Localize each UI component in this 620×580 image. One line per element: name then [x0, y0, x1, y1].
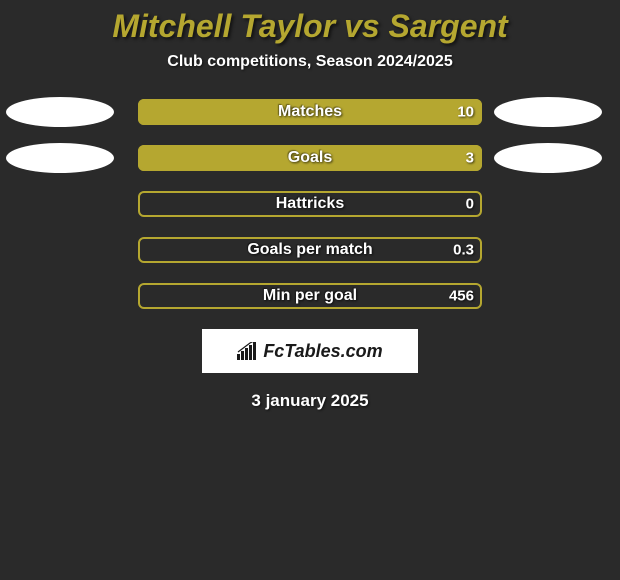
subtitle: Club competitions, Season 2024/2025 [0, 53, 620, 71]
stat-value-right: 3 [466, 150, 474, 167]
barchart-icon [237, 342, 259, 360]
stat-bar: Hattricks0 [138, 191, 482, 217]
stat-bar: Matches10 [138, 99, 482, 125]
stat-label: Hattricks [138, 195, 482, 213]
page-title: Mitchell Taylor vs Sargent [0, 0, 620, 45]
stat-row: Matches10 [0, 99, 620, 125]
player-avatar-right [494, 143, 602, 173]
stat-bar: Min per goal456 [138, 283, 482, 309]
logo-text: FcTables.com [263, 341, 382, 362]
stat-bar: Goals3 [138, 145, 482, 171]
stat-label: Min per goal [138, 287, 482, 305]
stat-rows: Matches10 Goals3 Hattricks0 Goals per match… [0, 99, 620, 309]
stat-label: Goals per match [138, 241, 482, 259]
stat-row: Hattricks0 [0, 191, 620, 217]
player-avatar-left [6, 143, 114, 173]
player-avatar-left [6, 97, 114, 127]
stat-value-right: 0 [466, 196, 474, 213]
stat-value-right: 456 [449, 288, 474, 305]
stat-label: Goals [138, 149, 482, 167]
stat-row: Goals per match0.3 [0, 237, 620, 263]
stat-label: Matches [138, 103, 482, 121]
logo: FcTables.com [237, 341, 382, 362]
stat-bar: Goals per match0.3 [138, 237, 482, 263]
stat-row: Goals3 [0, 145, 620, 171]
stat-row: Min per goal456 [0, 283, 620, 309]
player-avatar-right [494, 97, 602, 127]
date-text: 3 january 2025 [0, 391, 620, 411]
logo-box: FcTables.com [202, 329, 418, 373]
stat-value-right: 0.3 [453, 242, 474, 259]
stat-value-right: 10 [457, 104, 474, 121]
